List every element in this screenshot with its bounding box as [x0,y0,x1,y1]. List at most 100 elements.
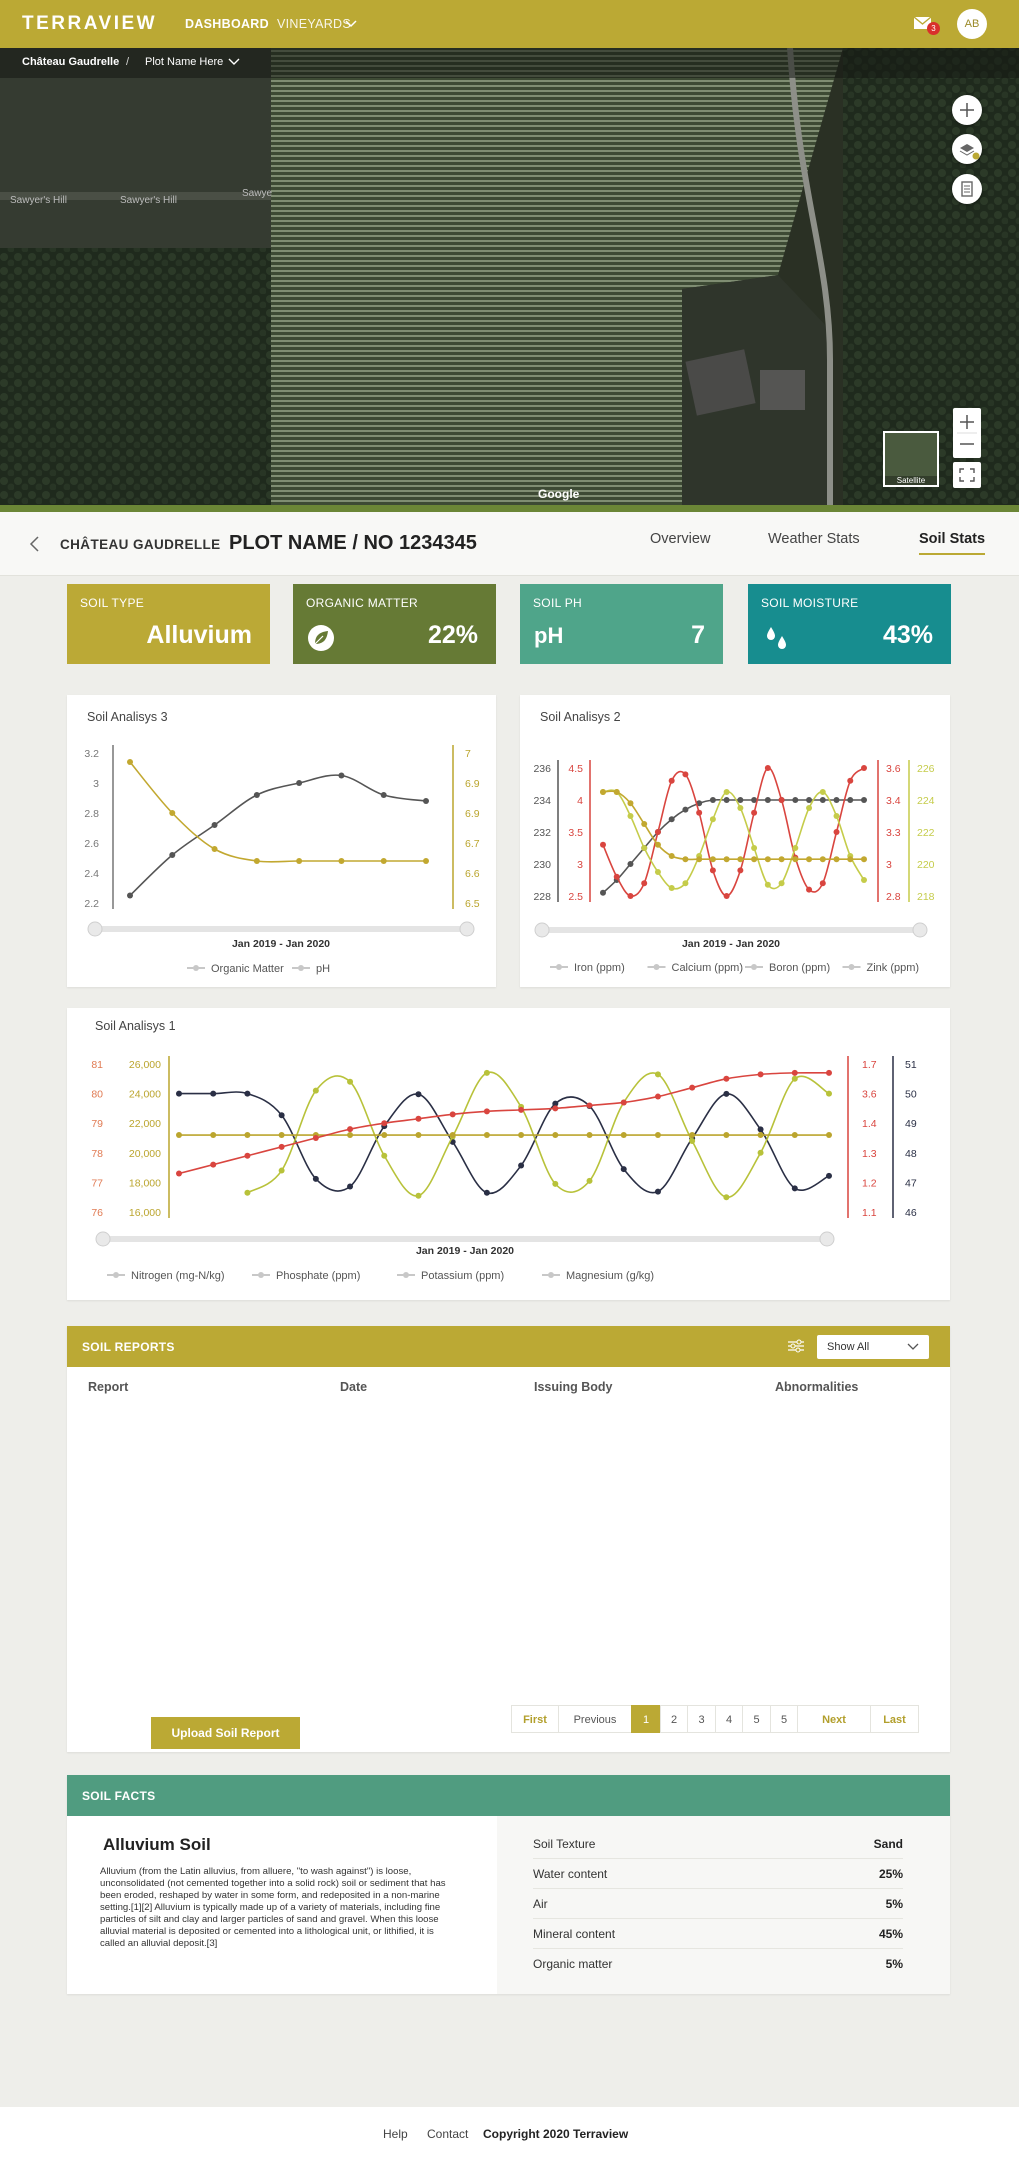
slider-handle[interactable] [459,921,475,937]
tab[interactable]: Weather Stats [768,531,860,547]
y-tick-label: 2.2 [84,898,99,910]
y-tick-label: 6.7 [465,838,480,850]
point [861,856,867,863]
avatar[interactable]: AB [957,9,987,39]
slider-handle[interactable] [87,921,103,937]
report-button[interactable] [952,174,982,204]
legend-label[interactable]: pH [316,963,330,975]
mail-icon[interactable] [913,15,933,31]
point [627,800,634,807]
page-button[interactable]: 4 [715,1705,743,1733]
point [654,1188,661,1195]
chart: Soil Analisys 3 3.2 3 2.8 2.6 2.4 2.2 7 6.9 6.9 6.… [84,710,480,975]
point [833,813,840,819]
facts-header [67,1775,950,1816]
point [689,1084,696,1091]
legend-label[interactable]: Potassium (ppm) [421,1270,504,1282]
y-tick-label: 1.3 [862,1148,877,1160]
add-button[interactable] [952,95,982,125]
stat-label: ORGANIC MATTER [306,596,418,610]
reports-title: SOIL REPORTS [82,1340,175,1354]
stat-label: SOIL MOISTURE [761,596,859,610]
slider-handle[interactable] [534,922,550,938]
point [654,1132,661,1139]
upload-button[interactable]: Upload Soil Report [151,1717,300,1749]
logo[interactable]: TERRAVIEW [22,13,158,34]
chart-title: Soil Analisys 1 [95,1019,176,1033]
page-button[interactable]: 5 [770,1705,798,1733]
tab[interactable]: Overview [650,531,711,547]
point [600,841,606,848]
leaf-icon [308,625,334,651]
slider-handle[interactable] [95,1231,111,1247]
page-active[interactable]: 1 [631,1705,661,1733]
footer-link[interactable]: Help [383,2127,408,2141]
point [654,829,661,835]
chevron[interactable] [228,57,240,67]
point [210,1132,217,1139]
legend-label[interactable]: Calcium (ppm) [672,962,744,974]
chevron [345,20,357,28]
legend-label[interactable]: Organic Matter [211,963,284,975]
layers-button[interactable] [952,134,982,164]
page-button[interactable]: 5 [742,1705,771,1733]
point [210,1161,217,1168]
breadcrumb-item[interactable]: Plot Name Here [145,56,224,68]
footer-link[interactable]: Contact [427,2127,469,2141]
legend-label[interactable]: Phosphate (ppm) [276,1270,360,1282]
fact-label: Water content [533,1867,608,1881]
legend-label[interactable]: Nitrogen (mg-N/kg) [131,1270,225,1282]
zoom-control[interactable] [953,408,981,458]
filter-icon[interactable] [787,1338,805,1354]
legend-label[interactable]: Boron (ppm) [769,962,830,974]
point [449,1132,456,1139]
legend-label[interactable]: Magnesium (g/kg) [566,1270,654,1282]
point [552,1105,559,1112]
page-button[interactable]: First [511,1705,559,1733]
point [757,1149,764,1156]
legend-label[interactable]: Zink (ppm) [867,962,920,974]
point [709,797,716,803]
point [819,789,826,795]
fact-label: Mineral content [533,1927,616,1941]
breadcrumb-item[interactable]: Château Gaudrelle [22,56,120,68]
point [751,809,758,816]
slider-handle[interactable] [912,922,928,938]
point [757,1071,764,1078]
point [737,867,744,874]
page-button[interactable]: Next [797,1705,871,1733]
back-button[interactable] [28,535,42,553]
page-button[interactable]: Previous [558,1705,632,1733]
point [791,1069,798,1076]
slider-handle[interactable] [819,1231,835,1247]
layer-thumbnail[interactable]: Satellite [883,431,939,487]
vineyard-name: CHÂTEAU GAUDRELLE [60,537,221,552]
point [723,1075,730,1082]
y-tick-label: 7 [465,748,471,760]
page-button[interactable]: 2 [660,1705,688,1733]
point [338,772,345,779]
y-tick-label: 79 [91,1118,103,1130]
point [819,856,826,863]
y-tick-label: 224 [917,795,935,807]
point [682,856,689,863]
tab-active[interactable]: Soil Stats [919,531,986,555]
point [176,1132,182,1139]
point [833,856,840,863]
satellite-map[interactable]: Report 35?12/01/2020Soil testing labYesR… [0,48,1019,505]
legend-swatch-dot [751,964,757,970]
y-tick-label: 6.9 [465,778,480,790]
point [423,798,429,804]
page-button[interactable]: 3 [687,1705,716,1733]
map-label: Sawye [242,188,273,199]
filter-select[interactable]: Show All [817,1335,929,1359]
fullscreen-button[interactable] [953,462,981,488]
nav-vineyards[interactable]: VINEYARDS [277,17,352,31]
nav-dashboard[interactable]: DASHBOARD [185,17,269,31]
page-button[interactable]: Last [870,1705,919,1733]
point [127,759,133,765]
point [347,1126,354,1133]
legend-label[interactable]: Iron (ppm) [574,962,625,974]
point [169,810,176,816]
